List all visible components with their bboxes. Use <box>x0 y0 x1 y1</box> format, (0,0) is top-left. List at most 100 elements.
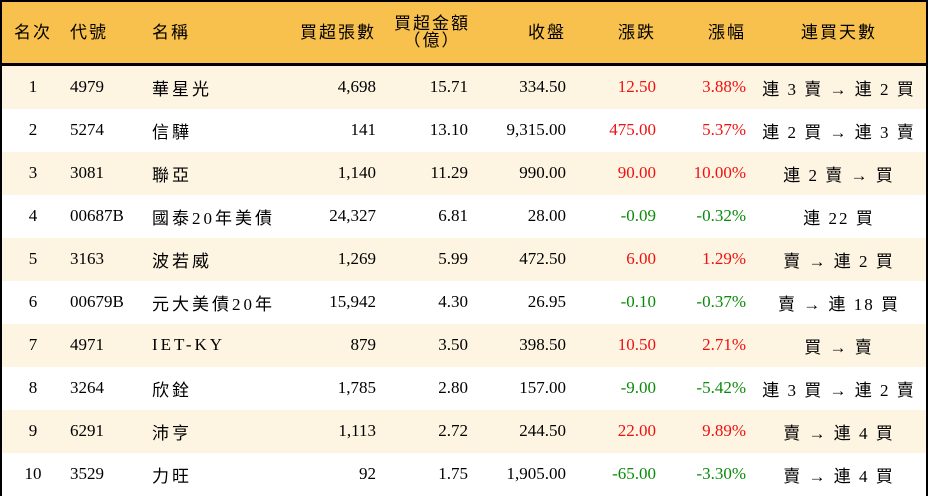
cell-code: 3081 <box>70 163 104 182</box>
cell-net-buy-amount: 3.50 <box>438 335 468 354</box>
cell-net-buy-amount: 13.10 <box>429 120 468 139</box>
cell-net-buy-lots: 1,785 <box>337 378 376 397</box>
cell-change: 10.50 <box>617 335 656 354</box>
cell-change: 90.00 <box>617 163 656 182</box>
cell-name: 元大美債20年 <box>152 294 275 314</box>
cell-close: 157.00 <box>519 378 566 397</box>
cell-close: 9,315.00 <box>506 120 567 139</box>
header-close: 收盤 <box>528 22 566 42</box>
header-code: 代號 <box>70 22 108 42</box>
cell-code: 3264 <box>70 378 104 397</box>
cell-rank: 10 <box>24 464 42 483</box>
cell-change-pct: 2.71% <box>702 335 746 354</box>
table-row: 9 6291 沛亨 1,113 2.72 244.50 22.00 9.89% 賣 → 連 4 … <box>2 409 926 453</box>
cell-change-pct: 9.89% <box>702 421 746 440</box>
cell-name: 波若威 <box>152 251 212 271</box>
cell-code: 3529 <box>70 464 104 483</box>
cell-streak: 賣 → 連 2 買 <box>783 251 895 271</box>
cell-net-buy-lots: 879 <box>350 335 377 354</box>
cell-change: -65.00 <box>612 464 656 483</box>
cell-code: 4971 <box>70 335 104 354</box>
cell-name: 聯亞 <box>152 165 192 185</box>
cell-change: 475.00 <box>609 120 656 139</box>
cell-streak: 連 2 買 → 連 3 賣 <box>762 122 916 142</box>
header-change: 漲跌 <box>618 22 656 42</box>
cell-name: 沛亨 <box>152 423 192 443</box>
table-row: 5 3163 波若威 1,269 5.99 472.50 6.00 1.29% 賣 → 連 2 … <box>2 237 926 281</box>
cell-name: 欣銓 <box>152 380 192 400</box>
cell-streak: 連 3 買 → 連 2 賣 <box>762 380 916 400</box>
cell-name: 信驊 <box>152 122 192 142</box>
cell-change-pct: 1.29% <box>702 249 746 268</box>
cell-change: -0.09 <box>620 206 656 225</box>
header-streak: 連買天數 <box>801 22 877 42</box>
cell-net-buy-amount: 11.29 <box>430 163 468 182</box>
cell-code: 6291 <box>70 421 104 440</box>
cell-net-buy-lots: 4,698 <box>337 77 376 96</box>
cell-net-buy-lots: 15,942 <box>329 292 376 311</box>
cell-net-buy-amount: 4.30 <box>438 292 468 311</box>
cell-close: 244.50 <box>519 421 566 440</box>
cell-net-buy-lots: 1,140 <box>337 163 376 182</box>
header-net-buy-amount-line2: （億） <box>403 31 461 51</box>
table-row: 1 4979 華星光 4,698 15.71 334.50 12.50 3.88% 連 3 賣 … <box>2 64 926 109</box>
header-net-buy-amount: 買超金額 （億） <box>382 2 482 64</box>
cell-rank: 1 <box>28 77 38 96</box>
table-row: 10 3529 力旺 92 1.75 1,905.00 -65.00 -3.30% 賣 → 連 … <box>2 452 926 496</box>
cell-change-pct: -3.30% <box>696 464 746 483</box>
table-row: 7 4971 IET-KY 879 3.50 398.50 10.50 2.71% 買 → 賣 <box>2 323 926 367</box>
cell-net-buy-amount: 2.80 <box>438 378 468 397</box>
cell-code: 5274 <box>70 120 104 139</box>
cell-rank: 2 <box>28 120 38 139</box>
cell-rank: 8 <box>28 378 38 397</box>
cell-close: 28.00 <box>527 206 566 225</box>
cell-streak: 連 3 賣 → 連 2 買 <box>762 79 916 99</box>
header-net-buy-amount-line1: 買超金額 <box>394 14 470 34</box>
cell-change-pct: -0.37% <box>696 292 746 311</box>
cell-code: 00687B <box>70 206 124 225</box>
cell-net-buy-lots: 92 <box>359 464 376 483</box>
cell-code: 4979 <box>70 77 104 96</box>
cell-net-buy-lots: 1,269 <box>337 249 376 268</box>
cell-change: 12.50 <box>617 77 656 96</box>
header-rank: 名次 <box>14 22 52 42</box>
cell-net-buy-amount: 6.81 <box>438 206 468 225</box>
cell-net-buy-amount: 15.71 <box>429 77 468 96</box>
cell-rank: 9 <box>28 421 38 440</box>
table-header: 名次 代號 名稱 買超張數 買超金額 （億） 收盤 漲跌 漲幅 連買天數 <box>2 2 926 64</box>
cell-net-buy-lots: 1,113 <box>338 421 376 440</box>
cell-rank: 7 <box>28 335 38 354</box>
cell-close: 398.50 <box>519 335 566 354</box>
cell-name: 國泰20年美債 <box>152 208 275 228</box>
cell-name: 華星光 <box>152 79 212 99</box>
table-row: 8 3264 欣銓 1,785 2.80 157.00 -9.00 -5.42% 連 3 買 →… <box>2 366 926 410</box>
header-name: 名稱 <box>152 22 190 42</box>
cell-streak: 買 → 賣 <box>804 337 874 357</box>
table-row: 2 5274 信驊 141 13.10 9,315.00 475.00 5.37% 連 2 買 … <box>2 108 926 152</box>
cell-streak: 賣 → 連 4 買 <box>783 423 895 443</box>
cell-code: 00679B <box>70 292 124 311</box>
header-row: 名次 代號 名稱 買超張數 買超金額 （億） 收盤 漲跌 漲幅 連買天數 <box>2 2 926 64</box>
cell-change-pct: -0.32% <box>696 206 746 225</box>
cell-net-buy-lots: 24,327 <box>329 206 376 225</box>
cell-change-pct: 5.37% <box>702 120 746 139</box>
cell-streak: 連 2 賣 → 買 <box>783 165 895 185</box>
table-row: 6 00679B 元大美債20年 15,942 4.30 26.95 -0.10 -0.37%… <box>2 280 926 324</box>
cell-net-buy-amount: 2.72 <box>438 421 468 440</box>
cell-close: 990.00 <box>519 163 566 182</box>
cell-close: 472.50 <box>519 249 566 268</box>
cell-net-buy-amount: 1.75 <box>438 464 468 483</box>
cell-rank: 5 <box>28 249 38 268</box>
cell-change: 6.00 <box>626 249 656 268</box>
cell-code: 3163 <box>70 249 104 268</box>
cell-rank: 6 <box>28 292 38 311</box>
cell-change: -9.00 <box>620 378 656 397</box>
cell-streak: 連 22 買 <box>803 208 875 228</box>
header-net-buy-lots: 買超張數 <box>300 22 376 42</box>
cell-streak: 賣 → 連 18 買 <box>778 294 900 314</box>
cell-change-pct: 3.88% <box>702 77 746 96</box>
cell-net-buy-lots: 141 <box>350 120 377 139</box>
cell-close: 1,905.00 <box>506 464 567 483</box>
